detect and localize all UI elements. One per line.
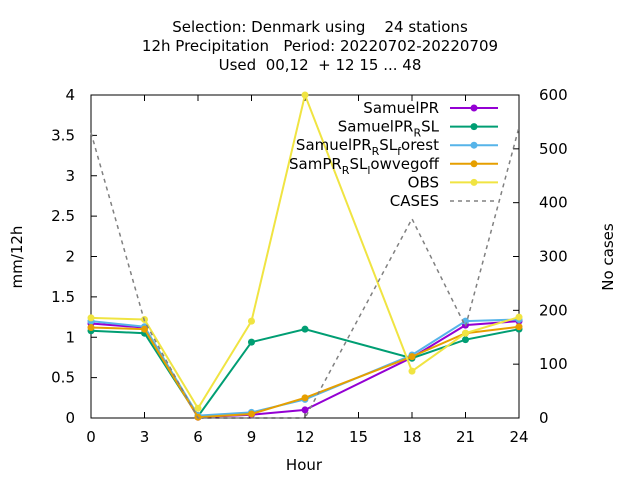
data-point-3-4 <box>301 394 309 402</box>
data-point-0-4 <box>301 406 309 414</box>
y2-tick-label: 100 <box>539 355 568 373</box>
data-point-1-3 <box>248 338 255 346</box>
data-point-3-3 <box>248 410 255 418</box>
legend-label-4: OBS <box>408 173 439 191</box>
data-point-3-7 <box>515 323 523 331</box>
legend-label-2: SamuelPRRSLforest <box>296 136 439 158</box>
data-point-4-6 <box>462 329 469 337</box>
x-tick-label: 3 <box>140 428 150 446</box>
data-point-4-2 <box>194 404 202 412</box>
data-point-1-6 <box>462 336 469 344</box>
x-tick-label: 9 <box>247 428 257 446</box>
x-tick-label: 0 <box>86 428 96 446</box>
legend-marker-2 <box>470 141 478 149</box>
y-tick-label: 1.5 <box>51 288 75 306</box>
series-line-1 <box>90 328 520 419</box>
y-tick-label: 0.5 <box>51 369 75 387</box>
chart-title-line-1: Selection: Denmark using 24 stations <box>172 18 468 36</box>
y2-tick-label: 400 <box>539 194 568 212</box>
y-tick-label: 0 <box>65 409 75 427</box>
y-tick-label: 1 <box>65 328 75 346</box>
legend-marker-1 <box>470 123 478 131</box>
y-tick-label: 4 <box>65 86 75 104</box>
legend-label-0: SamuelPR <box>363 99 439 117</box>
y-tick-label: 3.5 <box>51 126 75 144</box>
x-axis-label: Hour <box>286 456 323 474</box>
y-axis-label: mm/12h <box>8 226 26 289</box>
x-tick-label: 24 <box>509 428 528 446</box>
series-line-3 <box>90 325 520 419</box>
x-tick-label: 12 <box>295 428 314 446</box>
legend-marker-0 <box>470 104 478 112</box>
x-tick-label: 15 <box>349 428 368 446</box>
chart-title-line-3: Used 00,12 + 12 15 ... 48 <box>218 56 422 74</box>
legend-marker-4 <box>470 178 478 186</box>
y-tick-label: 3 <box>65 167 75 185</box>
data-point-4-4 <box>301 91 309 99</box>
y2-tick-label: 600 <box>539 86 568 104</box>
x-tick-label: 21 <box>456 428 475 446</box>
series-line-4 <box>90 91 520 411</box>
y2-tick-label: 0 <box>539 409 549 427</box>
data-point-4-3 <box>248 317 255 325</box>
y-tick-label: 2.5 <box>51 207 75 225</box>
data-point-4-7 <box>515 313 523 321</box>
data-point-4-0 <box>87 314 95 322</box>
y2-tick-label: 300 <box>539 248 568 266</box>
data-point-3-5 <box>408 353 416 361</box>
y-tick-label: 2 <box>65 248 75 266</box>
series-line-5 <box>90 127 520 419</box>
data-point-3-1 <box>141 325 148 333</box>
x-tick-label: 18 <box>402 428 421 446</box>
legend-label-3: SamPRRSLlowvegoff <box>289 155 440 177</box>
data-point-1-4 <box>301 325 309 333</box>
chart-title-line-2: 12h Precipitation Period: 20220702-20220… <box>141 37 499 55</box>
x-tick-label: 6 <box>193 428 203 446</box>
data-point-3-0 <box>87 324 95 332</box>
y2-axis-label: No cases <box>599 223 617 291</box>
legend-marker-3 <box>470 160 478 168</box>
legend-label-5: CASES <box>390 192 439 210</box>
y2-tick-label: 200 <box>539 301 568 319</box>
y2-tick-label: 500 <box>539 140 568 158</box>
legend-label-1: SamuelPRRSL <box>338 118 440 140</box>
data-point-4-5 <box>408 367 416 375</box>
